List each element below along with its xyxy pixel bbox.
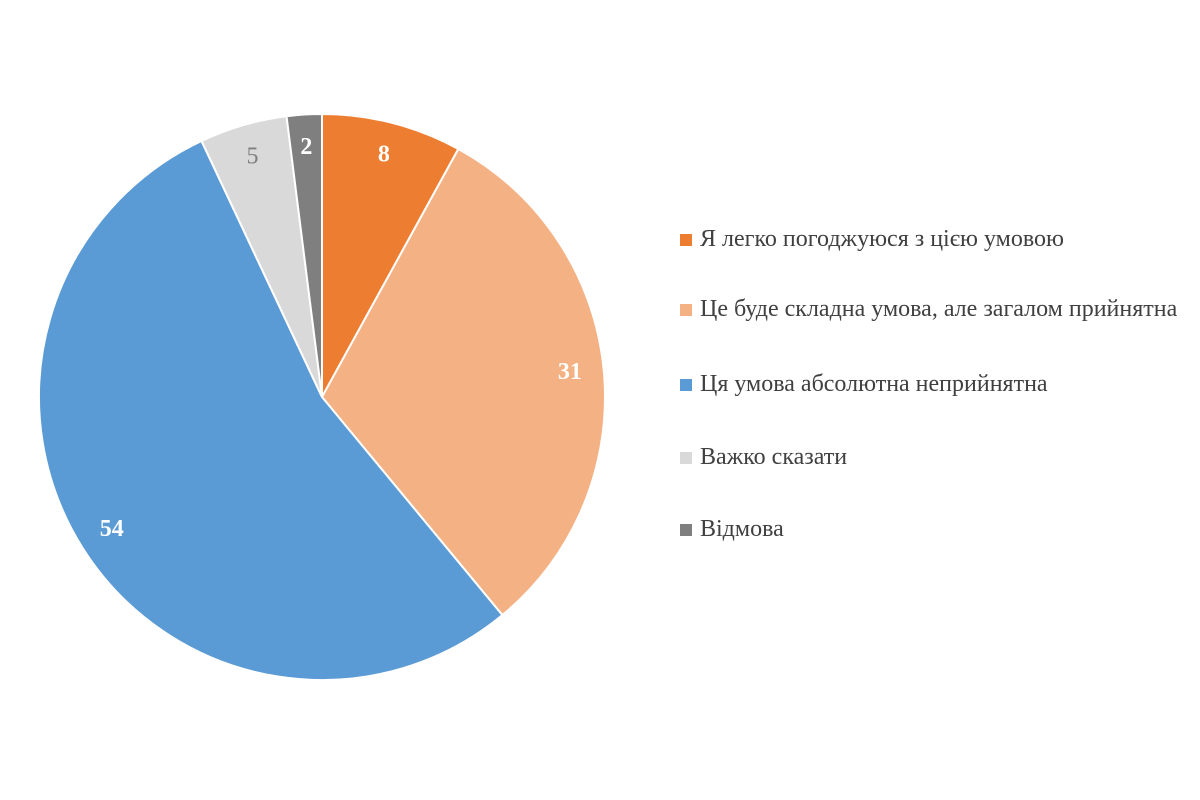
legend-item: Ця умова абсолютна неприйнятна: [680, 367, 1180, 402]
data-label: 8: [378, 141, 390, 167]
legend-key: [680, 234, 692, 246]
legend-label: Важко сказати: [700, 444, 848, 470]
data-label: 5: [247, 143, 259, 169]
pie-slice: [38, 139, 504, 681]
legend-key: [680, 524, 692, 536]
pie-slice: [285, 112, 323, 398]
pie-slice: [321, 112, 460, 398]
legend-item: Відмова: [680, 512, 1180, 547]
legend-label: Я легко погоджуюся з цією умовою: [700, 226, 1064, 252]
legend-label: Ця умова абсолютна неприйнятна: [700, 371, 1048, 397]
data-label: 31: [558, 359, 582, 385]
legend-item: Це буде складна умова, але загалом прийн…: [680, 292, 1180, 327]
legend-label: Відмова: [700, 516, 784, 542]
legend-key: [680, 304, 692, 316]
legend-item: Важко сказати: [680, 440, 1180, 475]
legend-label: Це буде складна умова, але загалом прийн…: [700, 296, 1178, 322]
data-label: 2: [300, 134, 312, 160]
data-label: 54: [100, 516, 124, 542]
legend-key: [680, 379, 692, 391]
pie-slice: [320, 147, 606, 617]
legend-item: Я легко погоджуюся з цією умовою: [680, 222, 1180, 257]
legend-key: [680, 452, 692, 464]
